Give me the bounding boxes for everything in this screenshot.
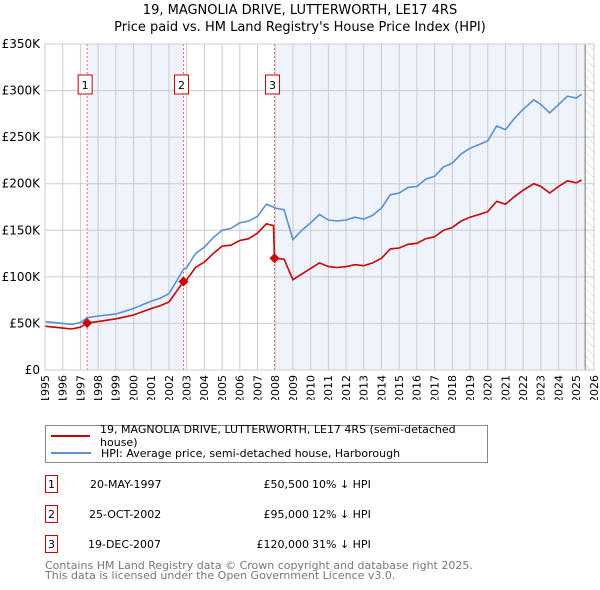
- x-tick-label: 2002: [163, 375, 176, 400]
- x-tick-label: 1996: [57, 375, 70, 400]
- x-tick-label: 2022: [517, 375, 530, 400]
- plot-border: [44, 43, 595, 371]
- chart-title: 19, MAGNOLIA DRIVE, LUTTERWORTH, LE17 4R…: [142, 3, 458, 18]
- y-tick-label: £300K: [2, 84, 42, 98]
- sale-label-box: [77, 74, 93, 95]
- transaction-price: £95,000: [263, 508, 310, 521]
- legend-label-property: 19, MAGNOLIA DRIVE, LUTTERWORTH, LE17 4R…: [100, 423, 456, 449]
- hpi-series-line: [44, 93, 583, 326]
- x-tick-label: 2007: [251, 375, 264, 400]
- x-tick-label: 2003: [181, 375, 194, 400]
- x-tick-label: 2009: [287, 375, 300, 400]
- x-tick-label: 2016: [411, 375, 424, 400]
- x-tick-label: 1998: [92, 375, 105, 400]
- legend-item-property: 19, MAGNOLIA DRIVE, LUTTERWORTH, LE17 4R…: [51, 423, 487, 449]
- x-tick-label: 2015: [393, 375, 406, 400]
- transaction-date: 20-MAY-1997: [90, 478, 162, 491]
- x-tick-label: 2008: [269, 375, 282, 400]
- transaction-row: 2 25-OCT-2002 £95,000 12% ↓ HPI: [45, 505, 445, 525]
- y-tick-label: £100K: [2, 270, 42, 284]
- transaction-price: £50,500: [263, 478, 310, 491]
- transaction-date: 25-OCT-2002: [89, 508, 162, 521]
- transaction-hpi-diff: 10% ↓ HPI: [312, 478, 371, 491]
- x-tick-label: 2005: [216, 375, 229, 400]
- legend-label-hpi: HPI: Average price, semi-detached house,…: [101, 446, 401, 460]
- sale-label-box: [265, 74, 281, 95]
- transaction-price: £120,000: [256, 538, 310, 551]
- transaction-badge: 3: [45, 535, 58, 553]
- chart-subtitle: Price paid vs. HM Land Registry's House …: [114, 20, 486, 35]
- transaction-hpi-diff: 31% ↓ HPI: [312, 538, 371, 551]
- legend-item-hpi: HPI: Average price, semi-detached house,…: [51, 445, 400, 461]
- x-tick-label: 2025: [570, 375, 583, 400]
- x-tick-label: 2000: [127, 375, 140, 400]
- sale-point: [269, 253, 280, 264]
- sale-point: [178, 276, 189, 287]
- footer-licence: This data is licensed under the Open Gov…: [45, 569, 396, 582]
- x-tick-label: 2001: [145, 375, 158, 400]
- y-tick-label: £250K: [2, 130, 42, 144]
- footer: Contains HM Land Registry data © Crown c…: [45, 559, 473, 582]
- x-tick-label: 2017: [428, 375, 441, 400]
- x-tick-label: 2018: [446, 375, 459, 400]
- transaction-badge: 1: [45, 475, 58, 493]
- property-series-line: [44, 179, 582, 330]
- x-tick-label: 2020: [482, 375, 495, 400]
- y-tick-label: £0: [25, 363, 40, 377]
- x-tick-label: 1997: [74, 375, 87, 400]
- x-tick-label: 2010: [304, 375, 317, 400]
- x-tick-label: 1999: [110, 375, 123, 400]
- forecast-hatch: [585, 44, 594, 370]
- x-tick-label: 2004: [198, 375, 211, 400]
- y-tick-label: £50K: [9, 316, 41, 330]
- x-tick-label: 2014: [375, 375, 388, 400]
- x-tick-label: 2012: [340, 375, 353, 400]
- footer-copyright: Contains HM Land Registry data © Crown c…: [45, 559, 473, 572]
- x-tick-label: 2011: [322, 375, 335, 400]
- y-tick-label: £200K: [2, 177, 42, 191]
- legend-swatch-property: [51, 435, 91, 437]
- x-tick-label: 2006: [234, 375, 247, 400]
- transaction-badge: 2: [45, 505, 58, 523]
- sale-label-box: [173, 74, 189, 95]
- sale-label: 3: [269, 79, 276, 92]
- shaded-period: [274, 44, 586, 370]
- x-tick-label: 2021: [499, 375, 512, 400]
- x-tick-label: 2026: [588, 375, 600, 400]
- price-chart: 1995 1996 1997 1998 1999 2000 2001 2002 2003 2004…: [2, 37, 600, 400]
- sale-label: 2: [178, 79, 185, 92]
- transaction-hpi-diff: 12% ↓ HPI: [312, 508, 371, 521]
- x-tick-label: 2013: [358, 375, 371, 400]
- transaction-date: 19-DEC-2007: [88, 538, 162, 551]
- y-tick-label: £150K: [2, 223, 42, 237]
- transaction-row: 1 20-MAY-1997 £50,500 10% ↓ HPI: [45, 475, 445, 495]
- legend: 19, MAGNOLIA DRIVE, LUTTERWORTH, LE17 4R…: [45, 423, 488, 463]
- x-tick-label: 1995: [39, 375, 52, 400]
- sale-label: 1: [82, 79, 89, 92]
- transaction-row: 3 19-DEC-2007 £120,000 31% ↓ HPI: [45, 535, 445, 555]
- x-tick-label: 2024: [552, 375, 565, 400]
- sale-point: [82, 317, 93, 328]
- x-tick-label: 2019: [464, 375, 477, 400]
- legend-swatch-hpi: [51, 452, 91, 454]
- y-tick-label: £350K: [2, 37, 42, 51]
- x-tick-label: 2023: [535, 375, 548, 400]
